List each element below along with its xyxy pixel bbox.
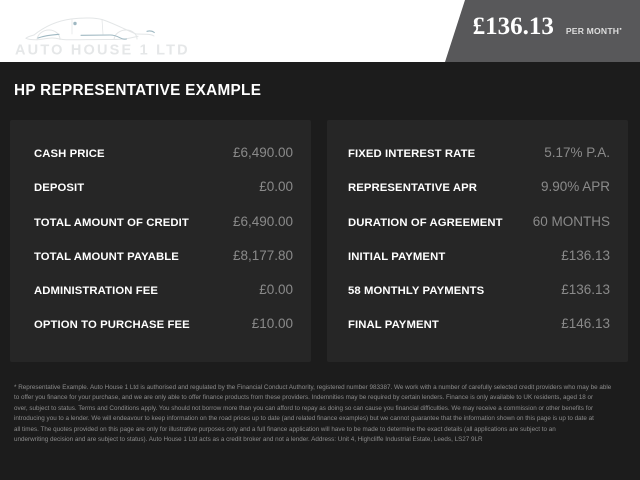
svg-text:AUTO HOUSE 1 LTD: AUTO HOUSE 1 LTD [15, 43, 190, 59]
